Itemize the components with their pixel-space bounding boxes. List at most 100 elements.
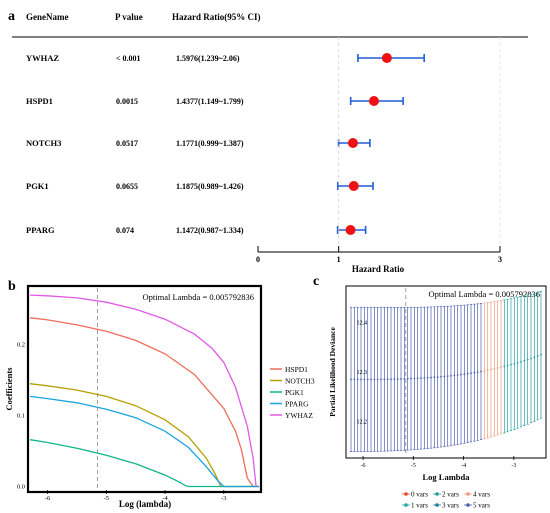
cv-mean-point (533, 356, 536, 359)
x-tick-label: -3 (221, 495, 226, 502)
legend-label: PGK1 (285, 388, 304, 397)
cv-mean-point (490, 368, 492, 371)
cv-mean-point (510, 363, 512, 366)
gene-name: PGK1 (26, 181, 49, 191)
axis-ticks-b: -6 -5 -4 -3 0.0 0.1 0.2 (17, 342, 227, 502)
panel-label-c: c (313, 274, 319, 289)
cv-mean-point (380, 378, 382, 381)
cv-mean-point (496, 367, 499, 369)
hr-ci-text: 1.4377(1.149~1.799) (176, 97, 244, 106)
cv-mean-point (420, 377, 422, 380)
panel-label-b: b (8, 279, 16, 294)
gene-name: HSPD1 (26, 96, 53, 106)
col-header-gene: GeneName (26, 12, 69, 22)
y-tick-label: 12.3 (357, 370, 368, 376)
cv-mean-point (356, 378, 359, 381)
plot-frame-b (26, 284, 263, 494)
legend-label: 4 vars (473, 491, 490, 499)
cv-xlabel: Log Lambda (423, 472, 471, 482)
cv-mean-point (443, 375, 446, 378)
coef-xlabel: Log (lambda) (119, 499, 171, 509)
x-tick-label: -6 (45, 495, 51, 502)
p-value: 0.0015 (116, 97, 138, 106)
col-header-p: P value (115, 12, 143, 22)
legend-label: 0 vars (411, 491, 428, 499)
panel-c: c Optimal Lambda = 0.005792836 -6 -5 -4 -3 1… (313, 274, 547, 510)
cv-mean-point (493, 367, 496, 370)
cv-mean-point (390, 378, 392, 381)
cv-mean-point (470, 372, 472, 375)
cv-legend: 0 vars 2 vars 4 vars 1 vars 3 vars 5 vars (402, 491, 490, 510)
axis-ticks-c: -6 -5 -4 -3 12.2 12.3 12.4 (357, 321, 517, 469)
panel-b: b Optimal Lambda = 0.005792836 -6 -5 -4 -3 0… (4, 279, 315, 509)
coef-line-pparg (29, 395, 259, 488)
p-value: 0.0655 (116, 182, 138, 191)
hr-point (381, 53, 392, 63)
cv-mean-point (393, 378, 396, 381)
hr-ci-text: 1.1771(0.999~1.387) (176, 139, 244, 148)
cv-mean-point (540, 353, 542, 356)
cv-mean-point (413, 377, 416, 380)
cv-mean-point (423, 377, 426, 379)
cv-mean-point (480, 370, 482, 373)
panel-label-a: a (8, 9, 15, 24)
y-tick-label: 12.4 (357, 321, 368, 327)
coef-legend: HSPD1 NOTCH3 PGK1 PPARG YWHAZ (270, 365, 315, 420)
cv-mean-point (506, 364, 509, 367)
hr-point (347, 138, 358, 148)
hr-point (348, 181, 359, 191)
p-value: 0.074 (116, 226, 134, 235)
cv-mean-point (523, 359, 526, 362)
x-tick-label: -4 (461, 463, 466, 469)
cv-mean-point (500, 366, 502, 369)
forest-xlabel: Hazard Ratio (352, 264, 405, 274)
y-tick-label: 0.1 (17, 413, 25, 420)
hr-ci-text: 1.1472(0.987~1.334) (176, 226, 244, 235)
cv-mean-point (483, 369, 486, 372)
legend-label: PPARG (285, 400, 309, 409)
legend-label: HSPD1 (285, 365, 308, 374)
cv-mean-point (473, 371, 476, 374)
cv-mean-point (406, 377, 409, 380)
legend-label: YWHAZ (285, 411, 313, 420)
cv-mean-point (476, 371, 479, 373)
y-tick-label: 0.2 (17, 342, 25, 349)
cv-mean-point (446, 375, 449, 378)
cv-mean-point (520, 360, 522, 363)
cv-mean-point (440, 375, 442, 378)
x-tick-label: -4 (162, 495, 168, 502)
y-tick-label: 12.2 (357, 419, 368, 425)
cv-mean-point (430, 376, 432, 379)
gene-name: PPARG (26, 225, 55, 235)
cv-mean-point (386, 378, 389, 381)
cv-mean-point (436, 376, 439, 378)
y-tick-label: 0.0 (17, 483, 25, 490)
cv-mean-point (460, 373, 462, 376)
cv-mean-point (370, 378, 372, 381)
gene-name: YWHAZ (26, 53, 59, 63)
cv-mean-point (426, 376, 429, 379)
plot-frame-c (345, 285, 547, 459)
cv-mean-point (526, 358, 529, 361)
cv-mean-point (360, 378, 362, 381)
cv-mean-point (503, 365, 506, 368)
legend-label: 1 vars (411, 502, 428, 510)
x-tick-label: -5 (104, 495, 109, 502)
hr-point (368, 96, 379, 106)
x-tick-label: 0 (256, 255, 260, 264)
cv-mean-point (530, 357, 532, 360)
cv-mean-point (403, 377, 406, 380)
legend-label: 3 vars (442, 502, 459, 510)
cv-mean-point (450, 374, 452, 377)
p-value: 0.0517 (116, 139, 138, 148)
cv-mean-point (463, 373, 466, 376)
cv-mean-point (466, 372, 469, 375)
cv-mean-point (513, 362, 516, 365)
panel-a: a GeneName P value Hazard Ratio(95% CI) … (8, 9, 528, 274)
cv-mean-point (416, 377, 419, 380)
x-tick-label: -3 (511, 463, 516, 469)
cv-errorbars (349, 290, 543, 452)
cv-mean-point (453, 374, 456, 377)
legend-label: 2 vars (442, 491, 459, 499)
